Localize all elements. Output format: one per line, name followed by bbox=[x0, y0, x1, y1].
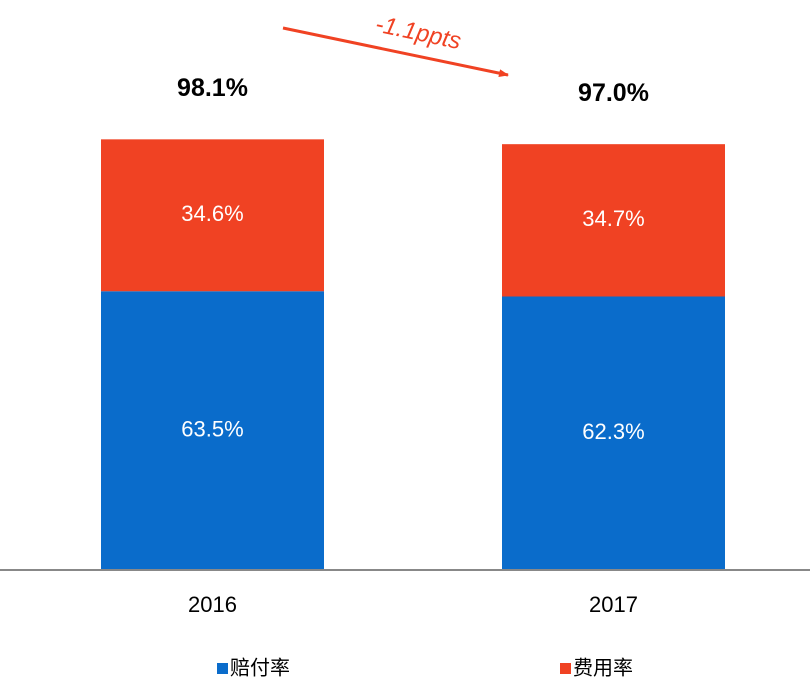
legend-swatch bbox=[560, 663, 571, 674]
bar-segment bbox=[101, 139, 324, 292]
bar-label: 34.6% bbox=[181, 201, 243, 226]
x-tick-label: 2016 bbox=[188, 592, 237, 617]
total-label: 97.0% bbox=[578, 79, 649, 107]
legend-label: 赔付率 bbox=[230, 656, 290, 679]
legend-label: 费用率 bbox=[573, 656, 633, 679]
bar-label: 63.5% bbox=[181, 416, 243, 441]
total-label: 98.1% bbox=[177, 74, 248, 102]
bar-segment bbox=[502, 144, 725, 297]
bar-label: 34.7% bbox=[582, 206, 644, 231]
annotation-arrow bbox=[282, 26, 509, 78]
x-tick-label: 2017 bbox=[589, 592, 638, 617]
bar-segment bbox=[101, 291, 324, 570]
bar-segment bbox=[502, 296, 725, 570]
legend-swatch bbox=[217, 663, 228, 674]
bar-label: 62.3% bbox=[582, 419, 644, 444]
